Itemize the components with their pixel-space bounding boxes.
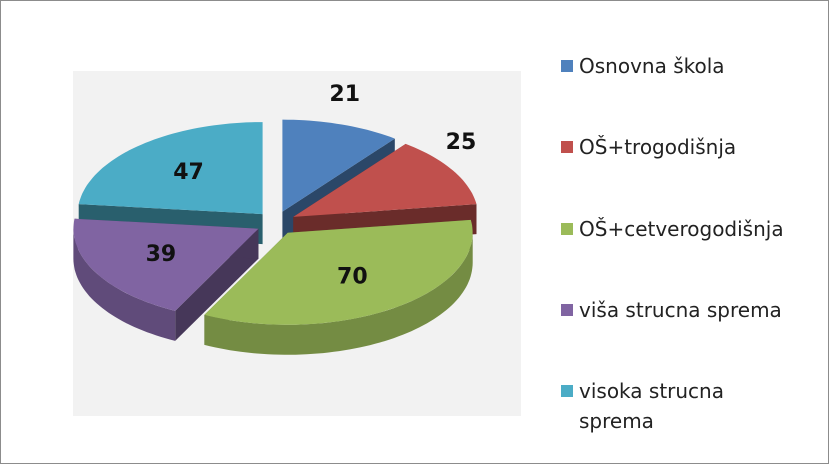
data-label: 47 — [173, 160, 204, 185]
legend-swatch — [561, 141, 573, 154]
slice — [204, 219, 473, 325]
data-label: 25 — [446, 130, 477, 155]
legend-label: OŠ+cetverogodišnja — [579, 216, 784, 241]
legend-label: OŠ+trogodišnja — [579, 135, 737, 160]
data-label: 39 — [146, 242, 177, 267]
legend-entry: Osnovna škola — [561, 51, 801, 81]
slice — [73, 218, 259, 311]
slice — [282, 119, 395, 212]
legend-swatch — [561, 222, 573, 235]
slice — [78, 122, 263, 215]
legend-swatch — [561, 385, 573, 397]
legend: Osnovna škola OŠ+trogodišnja OŠ+cetverogod… — [561, 51, 801, 436]
legend-swatch — [561, 303, 573, 316]
legend-label: viša strucna sprema — [579, 297, 782, 322]
legend-label: Osnovna škola — [579, 54, 725, 78]
legend-label: visoka strucna sprema — [579, 379, 724, 433]
legend-entry: viša strucna sprema — [561, 295, 801, 325]
slice-side — [204, 232, 473, 355]
slice-side — [73, 228, 176, 341]
data-label: 70 — [337, 265, 368, 290]
legend-entry: OŠ+trogodišnja — [561, 132, 801, 162]
data-label: 21 — [329, 82, 360, 107]
slice-group — [73, 218, 259, 341]
legend-swatch — [561, 60, 573, 72]
slice-group — [293, 143, 477, 247]
slice-group — [204, 219, 473, 355]
slice — [293, 143, 477, 217]
legend-entry: OŠ+cetverogodišnja — [561, 214, 801, 244]
legend-entry: visoka strucna sprema — [561, 376, 801, 436]
